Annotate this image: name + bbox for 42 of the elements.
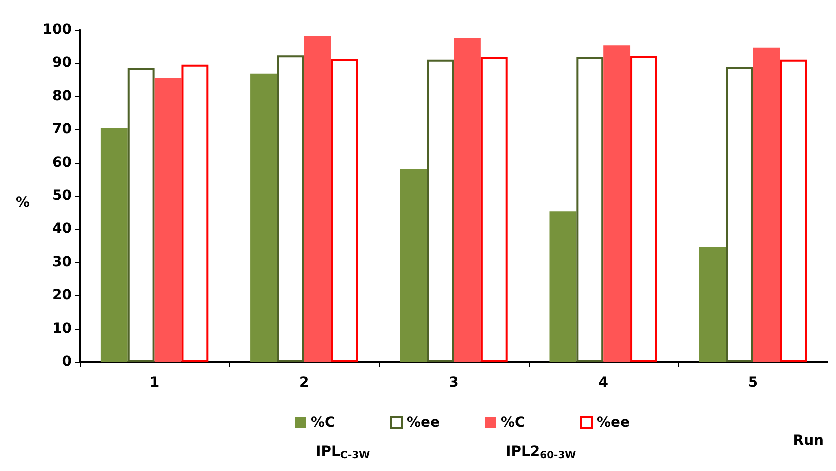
bar (454, 38, 481, 362)
bar (128, 68, 155, 362)
bar (304, 36, 332, 362)
bar (726, 67, 754, 362)
bar (182, 64, 209, 362)
bar (427, 60, 454, 362)
bar (400, 169, 428, 362)
bar (604, 46, 631, 362)
y-tick-label: 30 (52, 254, 72, 270)
y-tick-label: 40 (52, 221, 72, 238)
x-tick-label: 5 (748, 375, 758, 391)
y-tick-label: 50 (52, 188, 72, 204)
bar (780, 60, 808, 362)
y-tick-label: 60 (52, 154, 72, 171)
y-tick-label: 80 (52, 88, 72, 104)
bar (154, 78, 182, 362)
x-tick-label: 4 (598, 375, 609, 391)
bar (480, 58, 508, 362)
x-tick-label: 2 (300, 375, 310, 391)
bar (331, 60, 358, 362)
y-tick-label: 20 (52, 288, 72, 304)
y-axis-title: % (16, 195, 30, 211)
x-axis-title: Run (793, 433, 824, 449)
y-tick-label: 90 (52, 55, 72, 72)
legend-label: %ee (597, 415, 630, 431)
bar (699, 247, 726, 362)
bar (100, 128, 128, 362)
legend-label: %C (501, 415, 526, 431)
x-tick-label: 1 (150, 375, 160, 391)
bar (630, 56, 658, 362)
y-tick-label: 0 (62, 354, 72, 370)
y-tick-label: 10 (52, 320, 72, 337)
y-tick-label: 100 (42, 22, 72, 38)
bar (576, 58, 604, 362)
y-tick-label: 70 (52, 122, 72, 138)
bar (753, 48, 780, 362)
legend-label: %ee (407, 415, 440, 431)
x-tick-label: 3 (449, 375, 459, 391)
legend-label: %C (311, 415, 336, 431)
bar (250, 74, 278, 362)
bar (277, 56, 304, 362)
bar (550, 212, 577, 362)
